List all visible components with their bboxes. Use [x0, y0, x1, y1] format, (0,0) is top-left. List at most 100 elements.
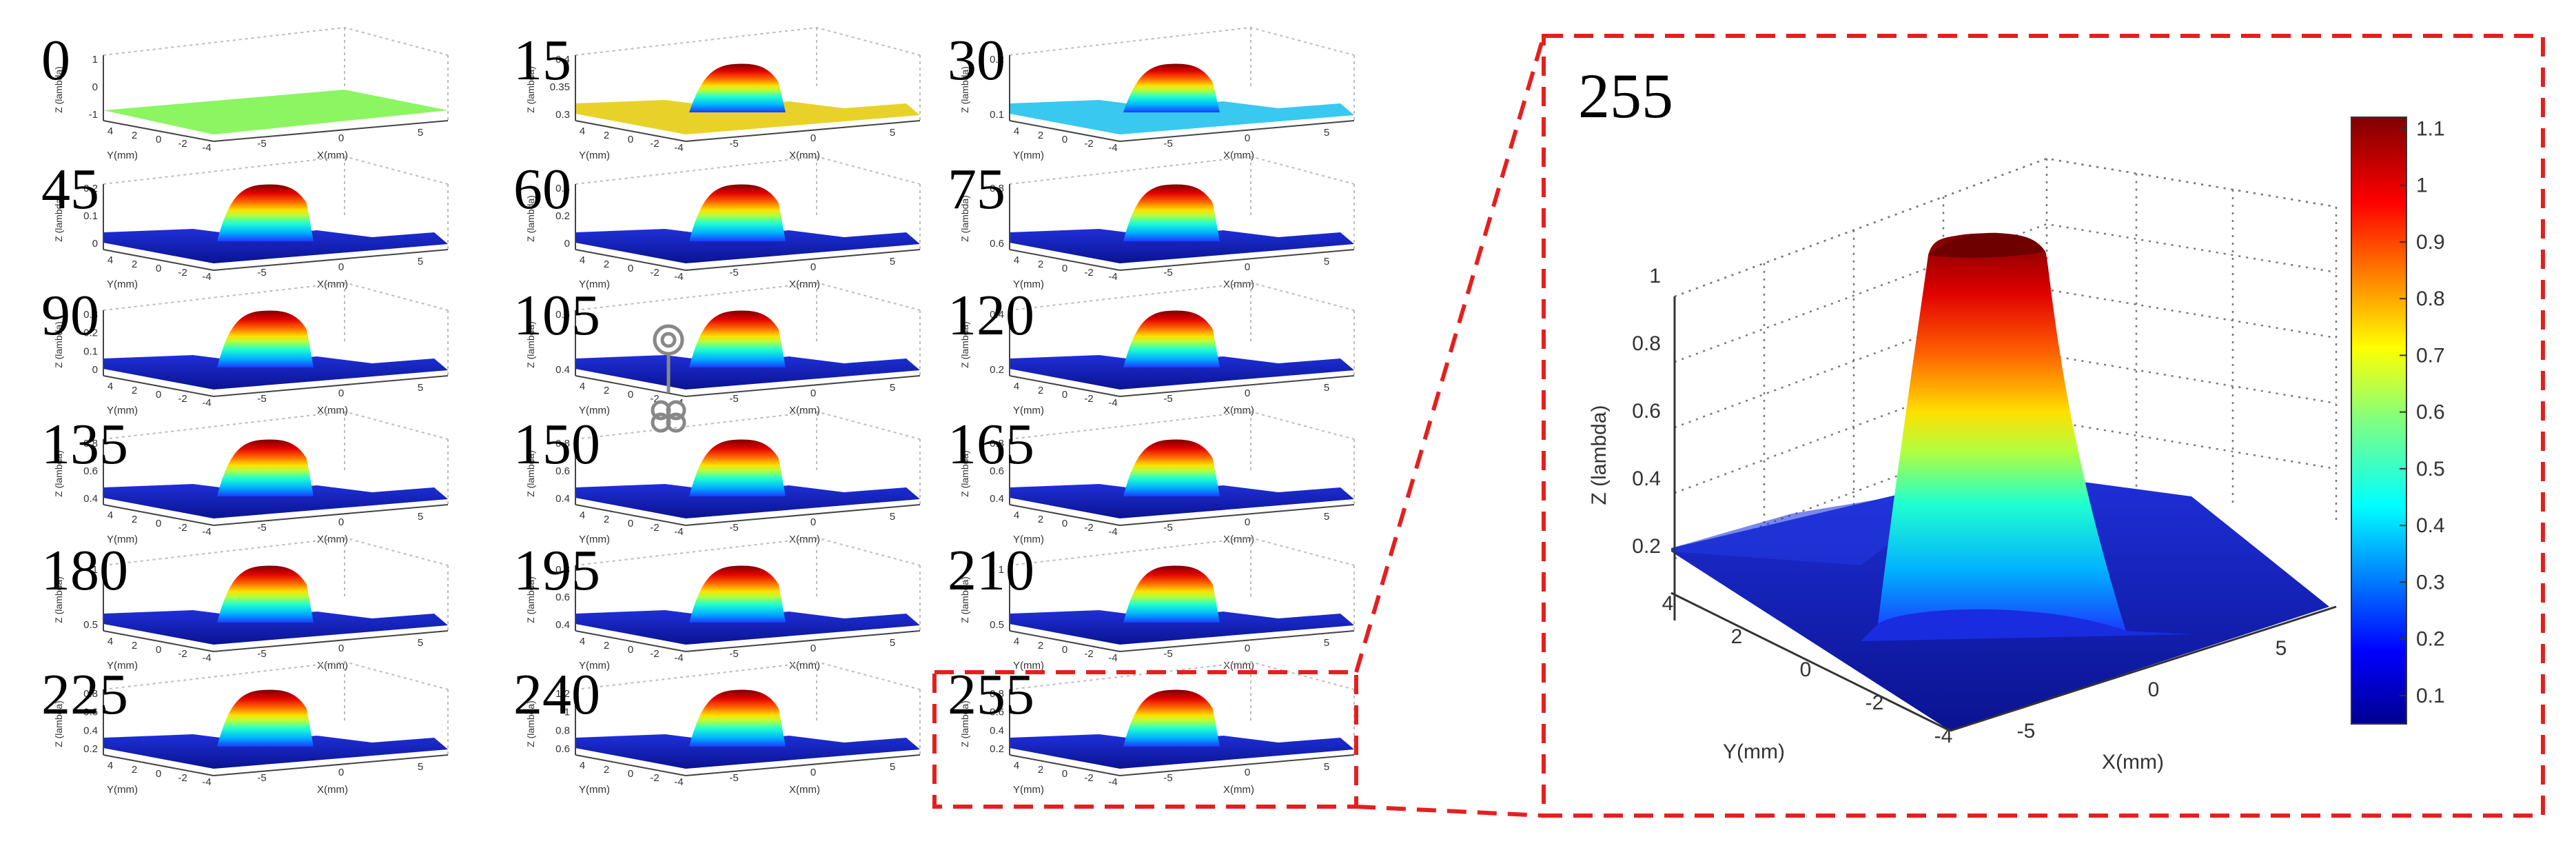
- big-y-tick: 2: [1731, 625, 1743, 648]
- small-y-axis: [575, 120, 686, 142]
- small-z-tick: 1: [92, 564, 98, 576]
- small-x-tick: 0: [810, 132, 816, 144]
- small-y-tick: -4: [1108, 142, 1117, 154]
- small-z-tick: 0.35: [550, 81, 570, 93]
- small-y-tick: -4: [202, 526, 211, 538]
- zoom-connector-top: [1354, 35, 1546, 673]
- small-z-tick: 0.8: [990, 438, 1004, 450]
- small-y-tick: -2: [1084, 772, 1093, 784]
- small-x-tick: 0: [810, 516, 816, 528]
- small-grid-back: [103, 536, 449, 566]
- small-y-tick: 0: [156, 134, 161, 145]
- small-y-tick: 4: [580, 254, 585, 266]
- highlight-box-small: [932, 670, 1358, 809]
- small-y-tick: 4: [580, 760, 585, 771]
- small-panel-label: 90: [41, 283, 99, 347]
- big-grid-line: [1674, 419, 2337, 560]
- small-x-tick: 5: [1324, 256, 1329, 267]
- small-panel-label: 165: [948, 412, 1034, 476]
- small-x-tick: 0: [1245, 643, 1250, 654]
- colorbar-tick-label: 0.3: [2416, 571, 2445, 594]
- small-z-label: Z (lambda): [525, 450, 536, 497]
- small-x-tick: -5: [257, 648, 266, 660]
- small-y-tick: -2: [178, 267, 187, 279]
- small-x-tick: 5: [1324, 637, 1329, 649]
- small-y-tick: 4: [108, 381, 113, 392]
- small-x-tick: -5: [729, 772, 738, 784]
- small-surface-peak: [689, 63, 786, 112]
- small-y-tick: -2: [178, 648, 187, 660]
- small-x-label: X(mm): [789, 660, 820, 672]
- small-y-tick: -2: [178, 522, 187, 534]
- small-grid-back: [103, 155, 449, 185]
- small-surface-peak: [217, 184, 314, 241]
- small-y-tick: 4: [108, 636, 113, 647]
- small-panel-210: 1 0.5 Z (lambda) 4 2 0 -2 -4 Y(mm) -5 0 5 X(mm) 210: [948, 536, 1355, 672]
- colorbar-tick-label: 0.8: [2416, 287, 2445, 310]
- small-y-tick: 4: [580, 381, 585, 392]
- small-x-axis: [1119, 375, 1355, 397]
- small-y-axis: [103, 120, 214, 142]
- small-y-tick: 2: [132, 514, 137, 525]
- small-surface-peak: [689, 689, 786, 747]
- small-x-axis: [685, 120, 921, 142]
- big-x-tick: 5: [2276, 637, 2287, 660]
- small-y-tick: 2: [132, 385, 137, 396]
- small-x-tick: -5: [1163, 393, 1172, 405]
- small-z-tick: 1: [999, 564, 1004, 576]
- small-x-axis: [685, 630, 921, 652]
- small-x-label: X(mm): [317, 405, 348, 416]
- small-y-axis: [575, 630, 686, 652]
- small-y-tick: 0: [1062, 768, 1067, 780]
- small-grid-back: [575, 410, 921, 440]
- small-z-tick: 0.4: [555, 54, 570, 65]
- small-z-label: Z (lambda): [525, 576, 536, 623]
- big-surface-peak: [1878, 233, 2126, 631]
- big-y-tick: -2: [1865, 691, 1884, 714]
- small-z-tick: 0.2: [990, 364, 1004, 376]
- small-panel-30: 0.2 0.1 Z (lambda) 4 2 0 -2 -4 Y(mm) -5 0 5 X(mm) 30: [948, 26, 1355, 161]
- small-y-tick: 2: [1038, 259, 1043, 270]
- small-x-tick: 0: [810, 387, 816, 399]
- small-x-tick: 5: [418, 127, 423, 139]
- small-y-tick: 2: [1038, 514, 1043, 525]
- small-grid-back: [1009, 155, 1355, 185]
- small-z-tick: 0.6: [990, 465, 1004, 477]
- small-grid-back: [103, 660, 449, 690]
- small-z-label: Z (lambda): [53, 321, 64, 368]
- small-y-axis: [103, 754, 214, 776]
- small-z-label: Z (lambda): [959, 66, 970, 113]
- small-x-tick: -5: [257, 522, 266, 534]
- small-y-tick: -2: [650, 267, 659, 279]
- colorbar-tick-label: 0.5: [2416, 458, 2445, 481]
- small-surface-peak: [689, 439, 786, 496]
- small-grid-back: [1009, 536, 1355, 566]
- small-z-tick: 0.4: [555, 364, 570, 376]
- small-y-tick: 2: [132, 130, 137, 141]
- small-x-tick: 5: [1324, 511, 1329, 523]
- small-z-tick: 0.8: [555, 725, 570, 736]
- small-x-tick: 5: [890, 256, 895, 267]
- small-y-tick: 2: [604, 130, 609, 141]
- small-panel-165: 0.80.60.4Z (lambda)4 2 0 -2 -4Y(mm)-5 0 5X(mm)…: [948, 410, 1355, 545]
- small-y-tick: 2: [1038, 640, 1043, 652]
- small-y-label: Y(mm): [579, 405, 610, 416]
- small-x-tick: -5: [1163, 772, 1172, 784]
- small-y-axis: [1009, 120, 1121, 142]
- small-grid-back: [1009, 26, 1355, 56]
- small-x-tick: -5: [729, 648, 738, 660]
- small-x-label: X(mm): [317, 784, 348, 796]
- big-z-tick: 0.8: [1632, 332, 1661, 355]
- small-z-tick: 0: [92, 238, 98, 250]
- small-panel-225: 0.8 0.6 0.4 0.2 Z (lambda) 4 2 0 -2 -4 Y(mm) -5 0 5 X(…: [41, 660, 449, 796]
- small-z-tick: 0.3: [83, 309, 98, 321]
- small-x-axis: [1119, 630, 1355, 652]
- small-z-label: Z (lambda): [53, 576, 64, 623]
- big-z-tick: 0.4: [1632, 467, 1661, 490]
- small-y-tick: 2: [604, 514, 609, 525]
- small-grid-back: [1009, 660, 1355, 690]
- small-z-label: Z (lambda): [959, 195, 970, 242]
- small-y-label: Y(mm): [579, 784, 610, 796]
- small-panel-label: 180: [41, 538, 128, 603]
- small-surface-peak: [689, 310, 786, 367]
